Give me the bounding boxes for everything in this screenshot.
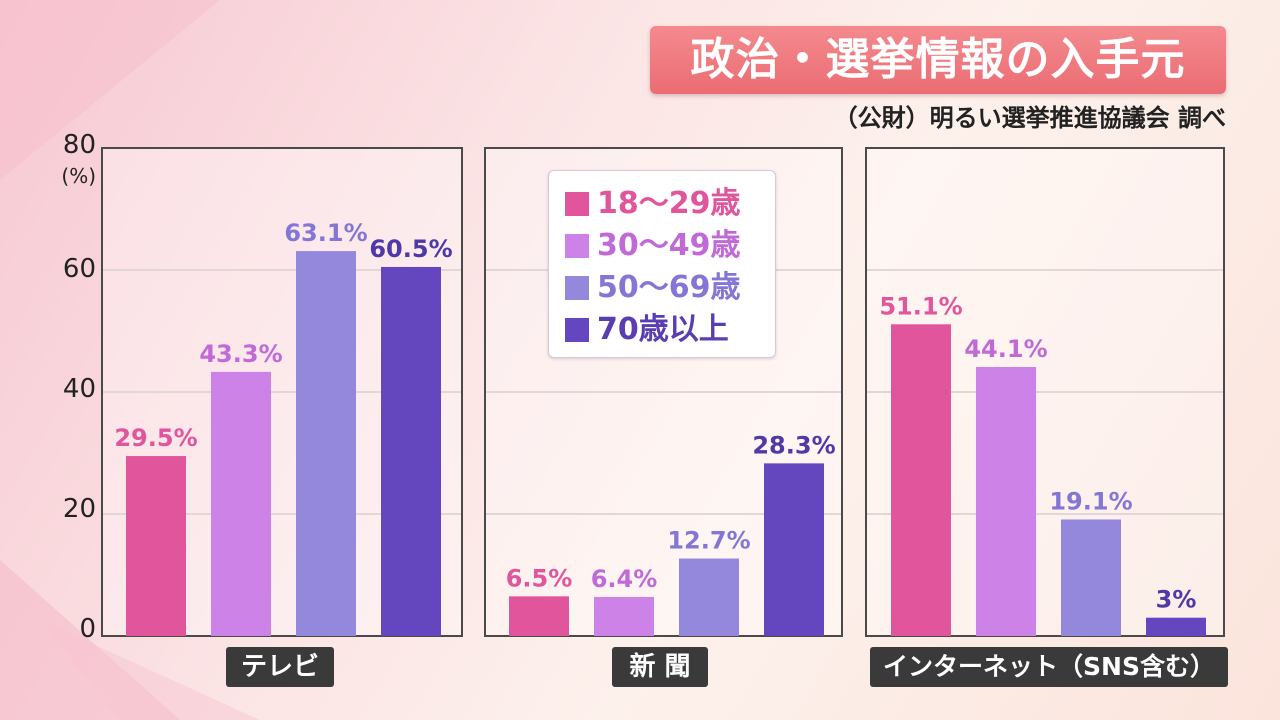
bar-internet-50-69 bbox=[1061, 519, 1121, 636]
data-label-internet-30-49: 44.1% bbox=[964, 335, 1047, 363]
legend-label-50-69: 50〜69歳 bbox=[597, 270, 741, 305]
legend-swatch-70-plus bbox=[565, 318, 589, 342]
bar-newspaper-50-69 bbox=[679, 558, 739, 636]
bar-newspaper-70-plus bbox=[764, 463, 824, 636]
data-label-tv-30-49: 43.3% bbox=[199, 340, 282, 368]
legend-item-30-49: 30〜49歳 bbox=[549, 225, 775, 267]
legend-swatch-30-49 bbox=[565, 234, 589, 258]
data-label-internet-70-plus: 3% bbox=[1156, 586, 1197, 614]
legend-item-18-29: 18〜29歳 bbox=[549, 183, 775, 225]
legend-swatch-50-69 bbox=[565, 276, 589, 300]
bar-tv-30-49 bbox=[211, 371, 271, 636]
legend-label-18-29: 18〜29歳 bbox=[597, 186, 741, 221]
chart-title: 政治・選挙情報の入手元 bbox=[650, 26, 1226, 94]
data-label-tv-18-29: 29.5% bbox=[114, 424, 197, 452]
legend-item-70-plus: 70歳以上 bbox=[549, 309, 775, 351]
source-note: （公財）明るい選挙推進協議会 調べ bbox=[833, 104, 1226, 132]
y-tick-label-80: 80 bbox=[62, 130, 96, 160]
data-label-tv-70-plus: 60.5% bbox=[369, 235, 452, 263]
bar-tv-50-69 bbox=[296, 251, 356, 636]
legend-item-50-69: 50〜69歳 bbox=[549, 267, 775, 309]
category-label-tv: テレビ bbox=[226, 647, 334, 687]
bar-newspaper-18-29 bbox=[509, 596, 569, 636]
legend-label-30-49: 30〜49歳 bbox=[597, 228, 741, 263]
bar-newspaper-30-49 bbox=[594, 596, 654, 636]
y-tick-label-0: 0 bbox=[79, 614, 96, 644]
bar-internet-30-49 bbox=[976, 366, 1036, 636]
bar-internet-70-plus bbox=[1146, 617, 1206, 636]
y-tick-label-40: 40 bbox=[62, 374, 96, 404]
data-label-newspaper-30-49: 6.4% bbox=[591, 565, 658, 593]
category-label-internet: インターネット（SNS含む） bbox=[870, 647, 1228, 687]
y-tick-label-60: 60 bbox=[62, 254, 96, 284]
data-label-newspaper-50-69: 12.7% bbox=[667, 527, 750, 555]
bar-tv-70-plus bbox=[381, 266, 441, 636]
y-tick-label-20: 20 bbox=[62, 494, 96, 524]
bar-internet-18-29 bbox=[891, 324, 951, 636]
y-axis-unit: (%) bbox=[61, 164, 96, 188]
data-label-internet-18-29: 51.1% bbox=[879, 292, 962, 320]
bar-tv-18-29 bbox=[126, 456, 186, 636]
legend-swatch-18-29 bbox=[565, 192, 589, 216]
data-label-newspaper-18-29: 6.5% bbox=[506, 564, 573, 592]
category-label-newspaper: 新 聞 bbox=[612, 647, 708, 687]
legend-label-70-plus: 70歳以上 bbox=[597, 312, 729, 347]
data-label-internet-50-69: 19.1% bbox=[1049, 487, 1132, 515]
data-label-newspaper-70-plus: 28.3% bbox=[752, 431, 835, 459]
data-label-tv-50-69: 63.1% bbox=[284, 219, 367, 247]
legend: 18〜29歳 30〜49歳 50〜69歳 70歳以上 bbox=[548, 170, 776, 358]
